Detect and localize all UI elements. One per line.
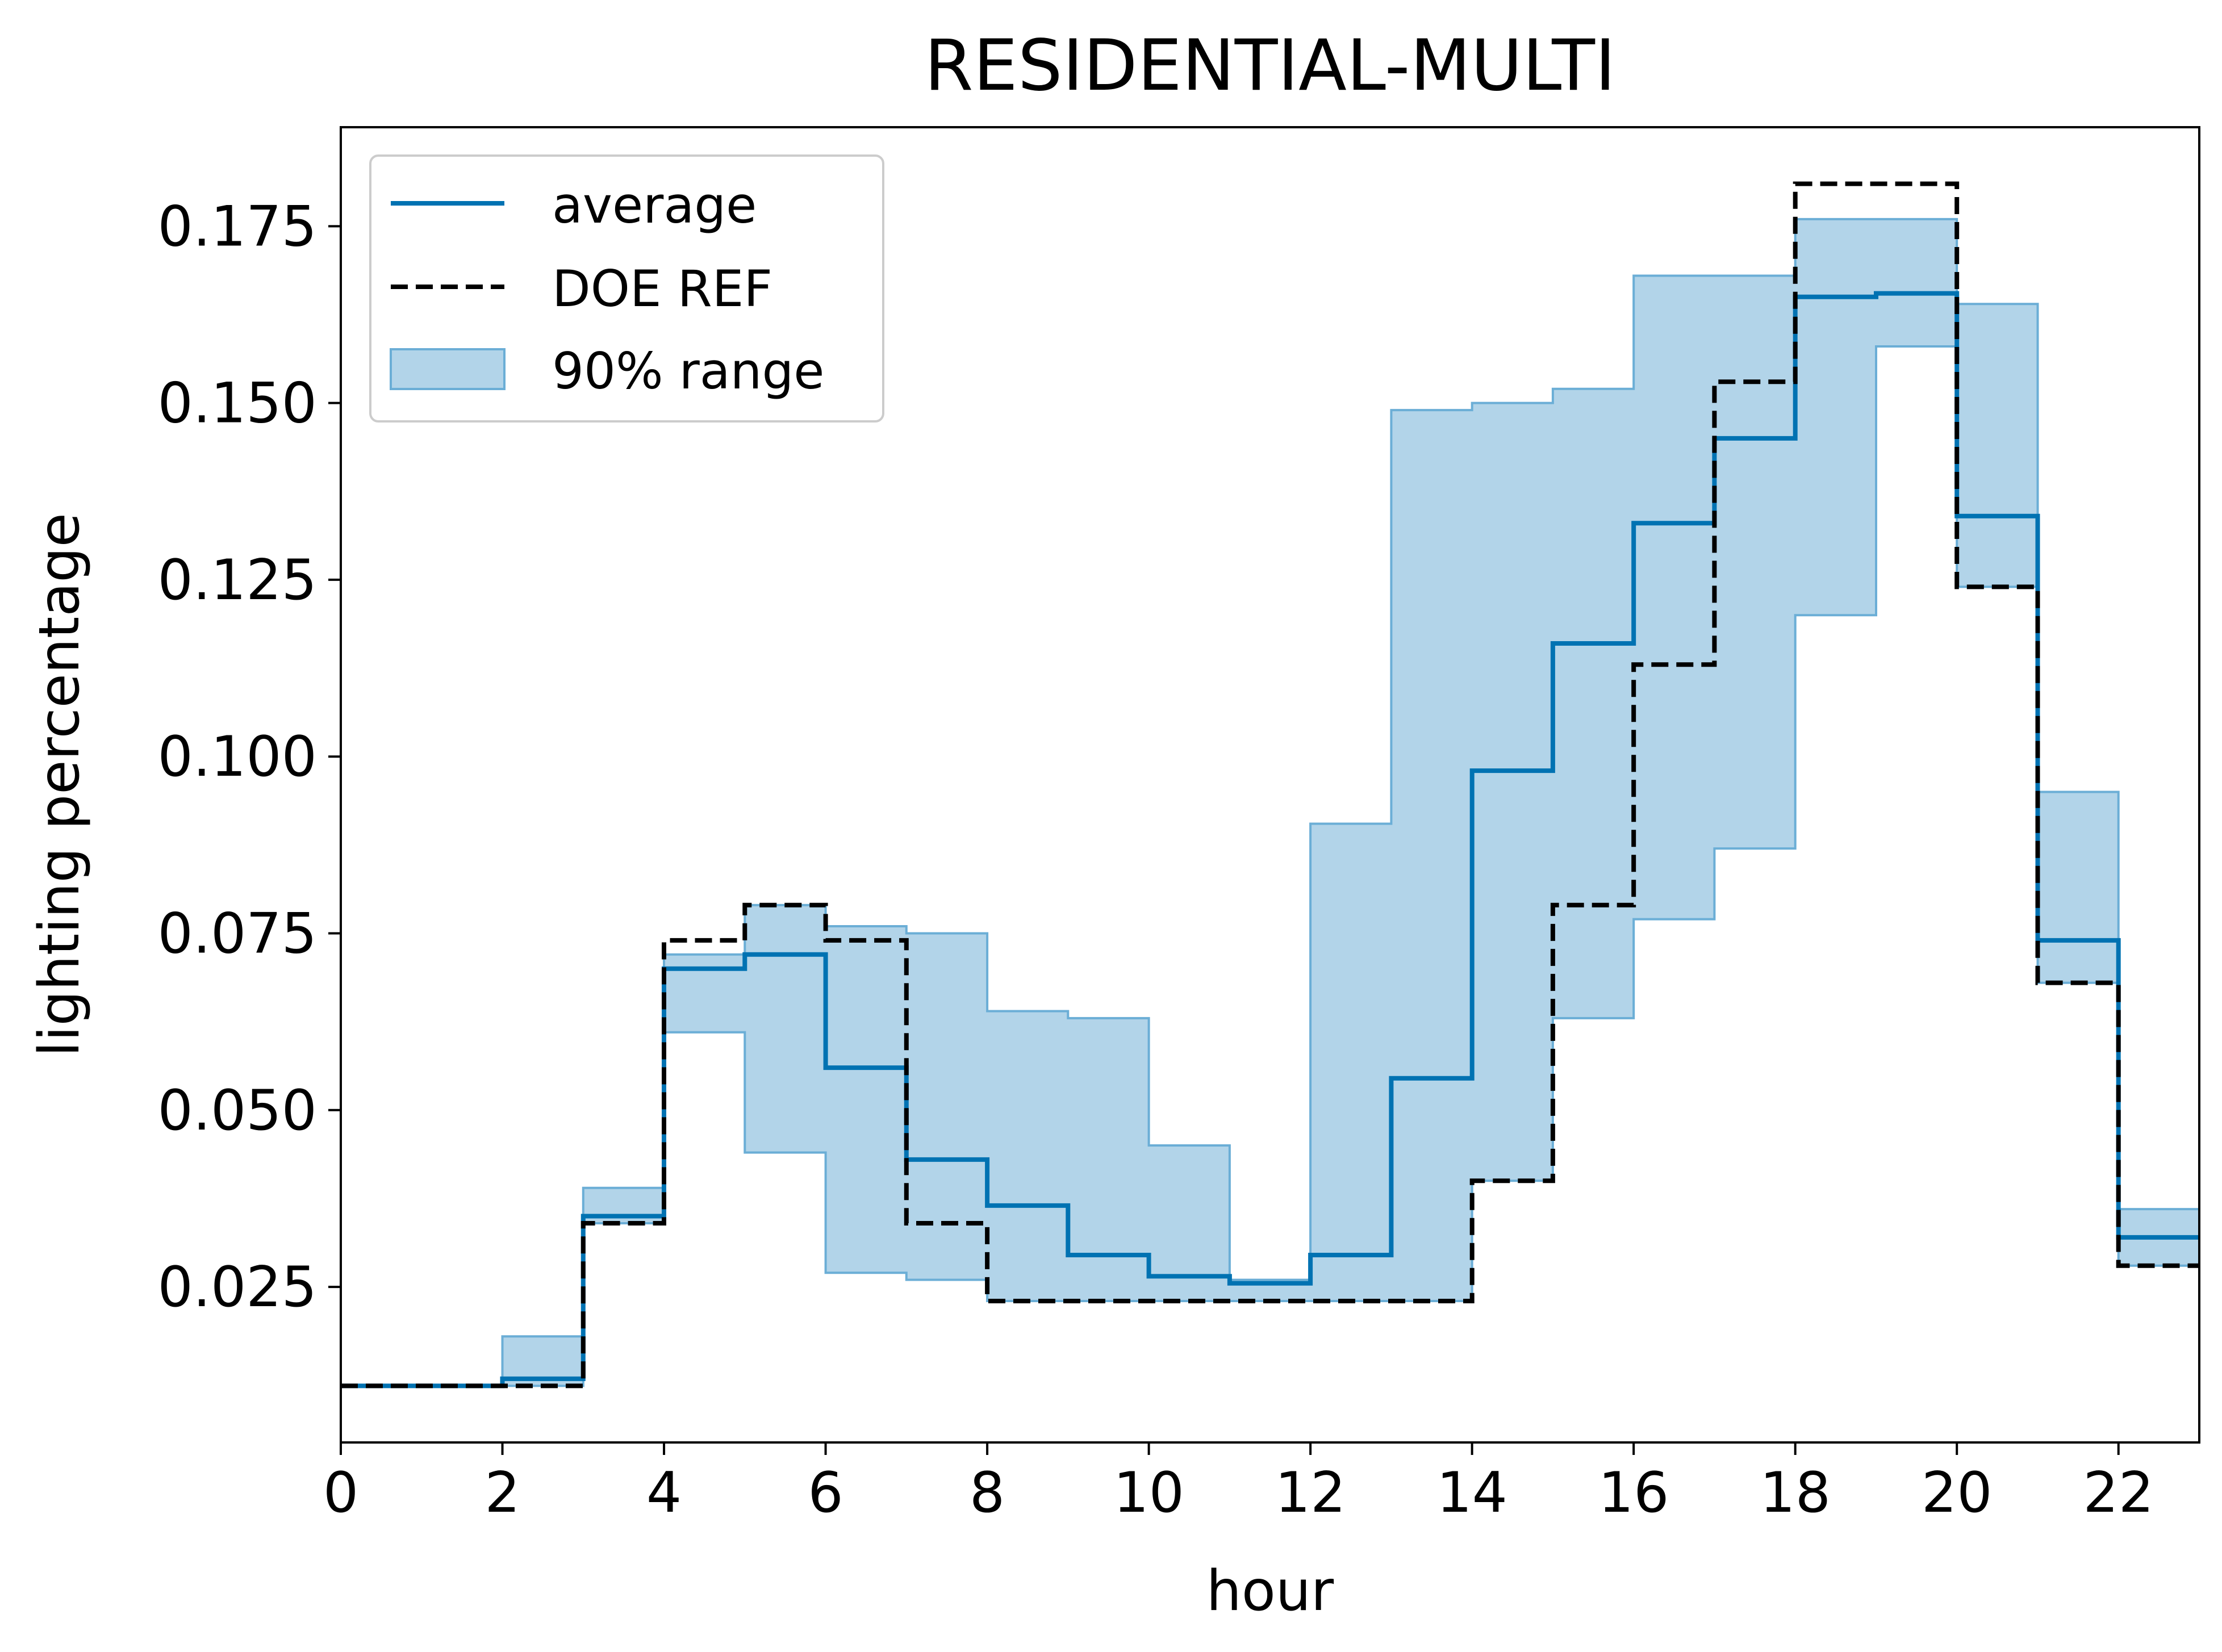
x-tick-label: 0 xyxy=(323,1461,358,1525)
x-tick-label: 12 xyxy=(1275,1461,1346,1525)
y-tick-label: 0.050 xyxy=(157,1078,317,1143)
y-tick-label: 0.100 xyxy=(157,725,317,789)
x-tick-label: 14 xyxy=(1436,1461,1507,1525)
series-line-doe-ref xyxy=(341,181,2199,1388)
y-tick-label: 0.075 xyxy=(157,901,317,966)
x-tick-label: 16 xyxy=(1598,1461,1669,1525)
x-tick-label: 8 xyxy=(970,1461,1005,1525)
x-tick-label: 6 xyxy=(808,1461,843,1525)
y-tick-label: 0.125 xyxy=(157,548,317,613)
x-tick-label: 10 xyxy=(1113,1461,1184,1525)
y-axis: 0.025 0.050 0.075 0.100 0.125 0.150 0.175 xyxy=(157,194,341,1320)
y-tick-label: 0.150 xyxy=(157,371,317,436)
x-tick-label: 18 xyxy=(1760,1461,1831,1525)
series-line-average xyxy=(341,291,2199,1388)
legend-doe-ref-label: DOE REF xyxy=(552,260,772,318)
x-tick-label: 22 xyxy=(2083,1461,2154,1525)
x-tick-label: 2 xyxy=(485,1461,520,1525)
legend-average-label: average xyxy=(552,176,757,235)
chart-title: RESIDENTIAL-MULTI xyxy=(924,25,1615,107)
series-layer xyxy=(341,181,2199,1388)
x-axis: 0 2 4 6 8 10 12 14 16 18 20 22 xyxy=(323,1442,2154,1525)
x-tick-label: 4 xyxy=(646,1461,682,1525)
legend-range-label: 90% range xyxy=(552,342,824,400)
x-axis-label: hour xyxy=(1206,1559,1334,1624)
y-tick-label: 0.175 xyxy=(157,194,317,259)
y-tick-label: 0.025 xyxy=(157,1255,317,1320)
y-axis-label: lighting percentage xyxy=(27,513,92,1057)
legend-range-swatch xyxy=(390,348,506,390)
plot-frame xyxy=(340,126,2200,1444)
legend: average DOE REF 90% range xyxy=(369,154,884,423)
x-tick-label: 20 xyxy=(1922,1461,1993,1525)
